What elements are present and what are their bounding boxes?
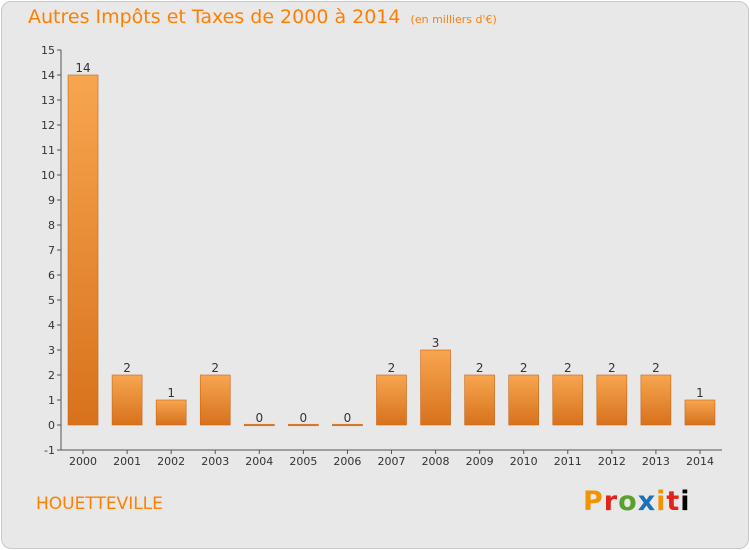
x-tick-label: 2000 bbox=[69, 455, 97, 468]
logo-letter: i bbox=[656, 486, 667, 517]
y-tick-label: 15 bbox=[41, 44, 55, 57]
y-tick-label: 10 bbox=[41, 169, 55, 182]
x-tick-label: 2003 bbox=[201, 455, 229, 468]
x-tick-label: 2004 bbox=[245, 455, 273, 468]
bar bbox=[111, 374, 143, 426]
x-tick-label: 2005 bbox=[289, 455, 317, 468]
bar-data-label: 1 bbox=[167, 386, 175, 400]
x-tick-label: 2008 bbox=[422, 455, 450, 468]
y-tick-label: 0 bbox=[48, 419, 55, 432]
bar-data-label: 0 bbox=[255, 411, 263, 425]
y-tick-label: 11 bbox=[41, 144, 55, 157]
y-tick-label: -1 bbox=[44, 444, 55, 457]
logo-letter: i bbox=[680, 486, 691, 517]
x-tick-label: 2007 bbox=[378, 455, 406, 468]
chart-unit: (en milliers d'€) bbox=[410, 13, 497, 26]
y-tick-label: 5 bbox=[48, 294, 55, 307]
bar-data-label: 0 bbox=[344, 411, 352, 425]
y-tick-label: 9 bbox=[48, 194, 55, 207]
y-tick-label: 7 bbox=[48, 244, 55, 257]
logo-letter: t bbox=[666, 486, 681, 517]
chart-title: Autres Impôts et Taxes de 2000 à 2014 (e… bbox=[28, 6, 497, 28]
logo-letter: P bbox=[583, 486, 604, 517]
bar-data-label: 0 bbox=[300, 411, 308, 425]
bar bbox=[67, 74, 99, 426]
bar bbox=[332, 423, 363, 427]
y-tick-label: 2 bbox=[48, 369, 55, 382]
bar-data-label: 2 bbox=[520, 361, 528, 375]
bar bbox=[376, 374, 407, 426]
commune-name: HOUETTEVILLE bbox=[36, 494, 163, 514]
y-tick-label: 4 bbox=[48, 319, 55, 332]
logo-letter: o bbox=[618, 486, 638, 517]
bar bbox=[199, 374, 231, 426]
bar-data-label: 2 bbox=[123, 361, 131, 375]
bar-data-label: 2 bbox=[476, 361, 484, 375]
bar bbox=[596, 374, 628, 426]
x-tick-label: 2012 bbox=[598, 455, 626, 468]
bar-data-label: 2 bbox=[388, 361, 396, 375]
bar-data-label: 2 bbox=[608, 361, 616, 375]
x-tick-label: 2014 bbox=[686, 455, 714, 468]
y-tick-label: 12 bbox=[41, 119, 55, 132]
x-tick-label: 2006 bbox=[333, 455, 361, 468]
y-tick-label: 3 bbox=[48, 344, 55, 357]
bar bbox=[640, 374, 672, 426]
bar bbox=[155, 399, 187, 426]
bar bbox=[244, 423, 275, 427]
bar bbox=[552, 374, 584, 426]
x-tick-label: 2001 bbox=[113, 455, 141, 468]
y-tick-label: 13 bbox=[41, 94, 55, 107]
y-tick-label: 8 bbox=[48, 219, 55, 232]
x-tick-label: 2011 bbox=[554, 455, 582, 468]
x-tick-label: 2013 bbox=[642, 455, 670, 468]
bar-data-label: 2 bbox=[211, 361, 219, 375]
x-tick-label: 2010 bbox=[510, 455, 538, 468]
bar bbox=[684, 399, 716, 426]
bar-data-label: 14 bbox=[75, 61, 90, 75]
logo-letter: r bbox=[603, 486, 619, 517]
chart-bars: 14 2 1 2 0 0 0 2 3 2 2 2 2 2 1 bbox=[67, 61, 716, 427]
bar bbox=[288, 423, 319, 427]
bar-data-label: 2 bbox=[564, 361, 572, 375]
x-tick-label: 2009 bbox=[466, 455, 494, 468]
y-tick-label: 14 bbox=[41, 69, 55, 82]
x-tick-label: 2002 bbox=[157, 455, 185, 468]
bar bbox=[464, 374, 495, 426]
bar-data-label: 2 bbox=[652, 361, 660, 375]
bar bbox=[508, 374, 540, 426]
bar-data-label: 1 bbox=[696, 386, 704, 400]
y-tick-label: 1 bbox=[48, 394, 55, 407]
proxiti-logo[interactable]: Proxiti bbox=[583, 486, 691, 517]
logo-letter: x bbox=[637, 486, 657, 517]
bar bbox=[420, 349, 451, 426]
bar-data-label: 3 bbox=[432, 336, 440, 350]
chart-title-text: Autres Impôts et Taxes de 2000 à 2014 bbox=[28, 6, 401, 28]
y-tick-label: 6 bbox=[48, 269, 55, 282]
